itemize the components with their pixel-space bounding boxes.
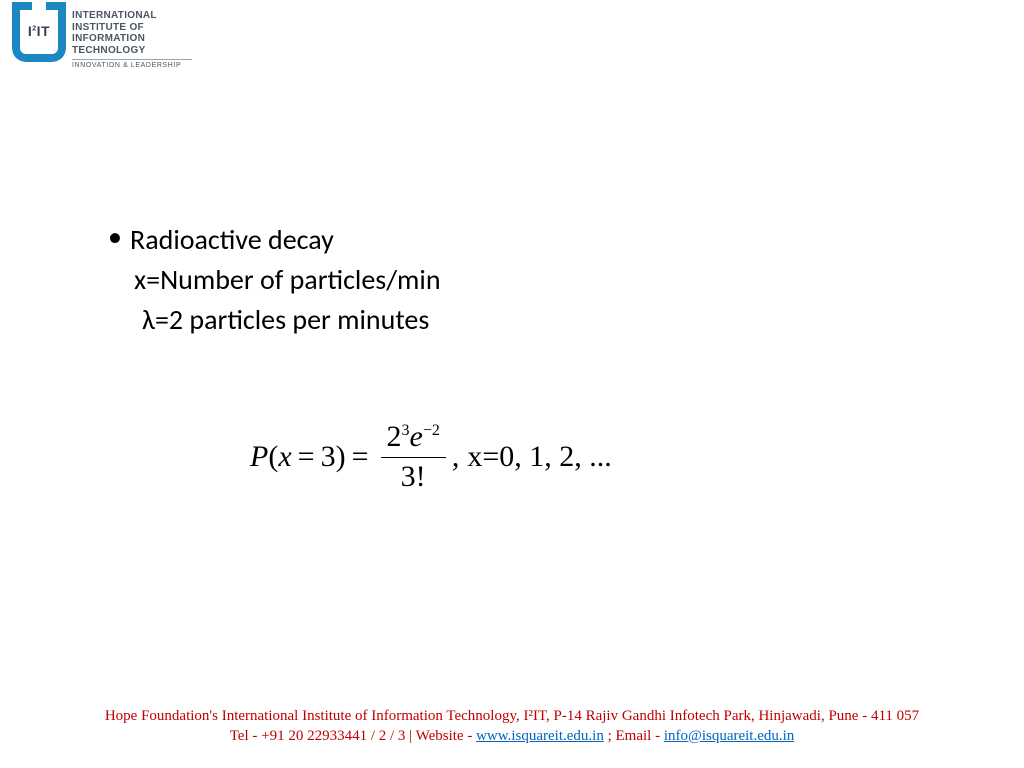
logo-text-line4: TECHNOLOGY	[72, 45, 192, 57]
eq-open: (	[268, 440, 278, 474]
poisson-equation: P ( x = 3 ) = 23e−2 3! , x=0, 1, 2, ...	[250, 420, 612, 495]
logo-tagline: INNOVATION & LEADERSHIP	[72, 62, 192, 69]
eq-fraction: 23e−2 3!	[381, 420, 446, 495]
fraction-bar	[381, 457, 446, 459]
eq-comma: ,	[452, 440, 460, 474]
body-line-3: λ=2 particles per minutes	[100, 300, 920, 340]
bullet-text-1: Radioactive decay	[130, 220, 334, 260]
footer-website-link[interactable]: www.isquareit.edu.in	[476, 728, 604, 744]
footer-tel: Tel - +91 20 22933441 / 2 / 3 | Website …	[230, 728, 476, 744]
slide-body: • Radioactive decay x=Number of particle…	[100, 220, 920, 340]
eq-equals: =	[346, 440, 375, 474]
logo-text-line1: INTERNATIONAL	[72, 10, 192, 22]
num-exp2: −2	[423, 422, 440, 439]
eq-denominator: 3!	[395, 460, 432, 495]
num-base1: 2	[387, 420, 402, 453]
slide-footer: Hope Foundation's International Institut…	[0, 706, 1024, 747]
logo-text-line2: INSTITUTE OF	[72, 22, 192, 34]
footer-contact: Tel - +91 20 22933441 / 2 / 3 | Website …	[0, 726, 1024, 746]
eq-close: )	[336, 440, 346, 474]
footer-email-link[interactable]: info@isquareit.edu.in	[664, 728, 794, 744]
bullet-icon: •	[100, 220, 130, 254]
footer-address: Hope Foundation's International Institut…	[0, 706, 1024, 726]
eq-val: 3	[321, 440, 336, 474]
logo-mark-post: IT	[37, 23, 50, 39]
eq-x: x	[278, 440, 291, 474]
body-line-2: x=Number of particles/min	[100, 260, 920, 300]
institute-logo: I2IT INTERNATIONAL INSTITUTE OF INFORMAT…	[12, 10, 192, 70]
logo-divider	[72, 59, 192, 60]
eq-P: P	[250, 440, 268, 474]
num-exp1: 3	[402, 422, 410, 439]
eq-numerator: 23e−2	[381, 420, 446, 455]
logo-text-line3: INFORMATION	[72, 33, 192, 45]
logo-shield-icon: I2IT	[12, 10, 66, 70]
footer-sep: ; Email -	[604, 728, 664, 744]
eq-domain: x=0, 1, 2, ...	[467, 440, 611, 474]
eq-inner-eq: =	[292, 440, 321, 474]
num-e: e	[410, 420, 423, 453]
